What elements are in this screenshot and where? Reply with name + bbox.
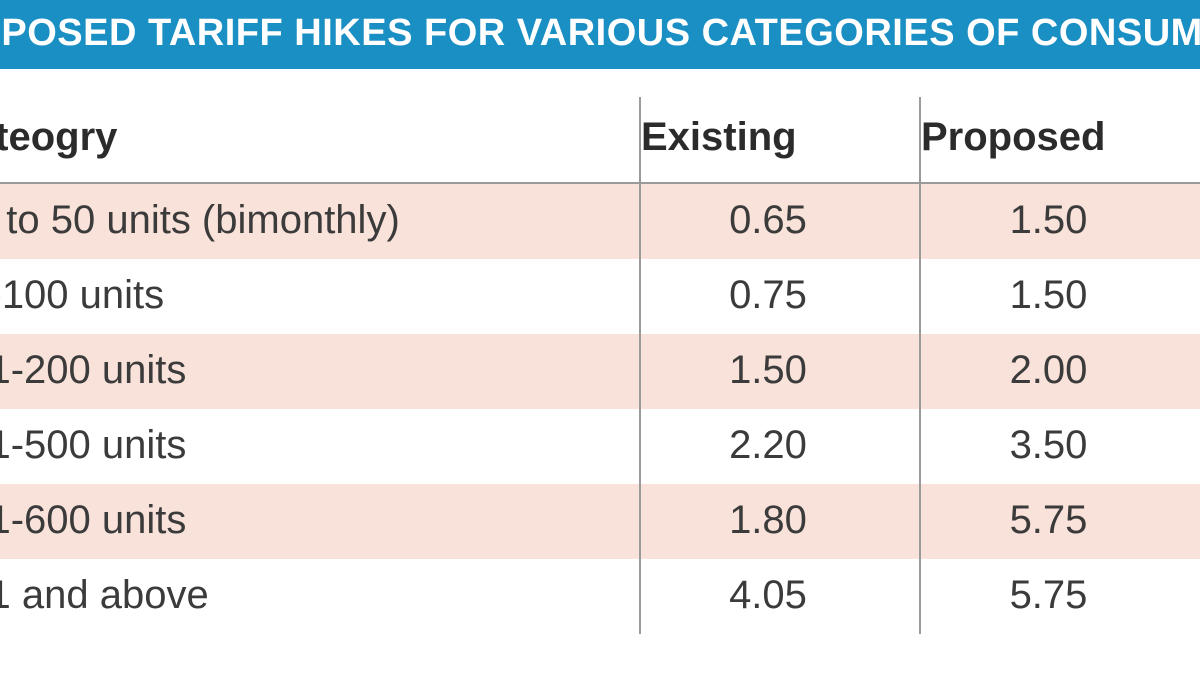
cell-existing: 0.65 (640, 183, 920, 259)
cell-category: 201-500 units (0, 409, 640, 484)
tariff-table: Cateogry Existing Proposed Up to 50 unit… (0, 97, 1200, 634)
title-bar: PROPOSED TARIFF HIKES FOR VARIOUS CATEGO… (0, 0, 1200, 69)
cell-category: 501-600 units (0, 484, 640, 559)
col-category: Cateogry (0, 97, 640, 183)
table-row: 201-500 units 2.20 3.50 (0, 409, 1200, 484)
cell-category: Up to 50 units (bimonthly) (0, 183, 640, 259)
col-proposed: Proposed (920, 97, 1200, 183)
cell-category: 601 and above (0, 559, 640, 634)
cell-category: 51-100 units (0, 259, 640, 334)
cell-proposed: 5.75 (920, 484, 1200, 559)
cell-existing: 1.80 (640, 484, 920, 559)
col-existing: Existing (640, 97, 920, 183)
table-row: Up to 50 units (bimonthly) 0.65 1.50 (0, 183, 1200, 259)
cell-proposed: 2.00 (920, 334, 1200, 409)
cell-existing: 0.75 (640, 259, 920, 334)
cell-proposed: 1.50 (920, 259, 1200, 334)
table-row: 101-200 units 1.50 2.00 (0, 334, 1200, 409)
title-spacer (0, 69, 1200, 97)
cell-existing: 1.50 (640, 334, 920, 409)
table-row: 51-100 units 0.75 1.50 (0, 259, 1200, 334)
cell-proposed: 1.50 (920, 183, 1200, 259)
cell-existing: 2.20 (640, 409, 920, 484)
table-header-row: Cateogry Existing Proposed (0, 97, 1200, 183)
table-row: 601 and above 4.05 5.75 (0, 559, 1200, 634)
cell-proposed: 5.75 (920, 559, 1200, 634)
page-title: PROPOSED TARIFF HIKES FOR VARIOUS CATEGO… (0, 12, 1200, 55)
table-row: 501-600 units 1.80 5.75 (0, 484, 1200, 559)
cell-category: 101-200 units (0, 334, 640, 409)
cell-proposed: 3.50 (920, 409, 1200, 484)
cell-existing: 4.05 (640, 559, 920, 634)
